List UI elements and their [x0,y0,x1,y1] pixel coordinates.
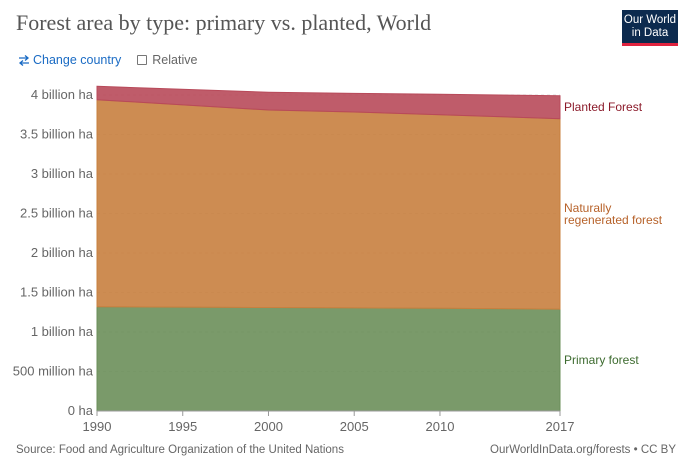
axes: 0 ha 500 million ha 1 billion ha 1.5 billio… [13,87,575,434]
x-tick-label: 2017 [546,419,575,434]
logo-line-1: Our World [623,14,677,26]
series-label: Primary forest [564,353,639,367]
chart-controls: Change country Relative [18,53,197,67]
y-tick-label: 1.5 billion ha [20,285,94,300]
area-series [96,85,561,412]
x-tick-label: 2005 [340,419,369,434]
chart-title: Forest area by type: primary vs. planted… [16,10,432,35]
area-primary-forest[interactable] [96,306,561,412]
series-label: Naturally regenerated forest [564,201,663,227]
y-tick-label: 1 billion ha [31,324,94,339]
source-note: Source: Food and Agriculture Organizatio… [16,444,344,456]
relative-checkbox[interactable] [137,55,148,65]
x-tick-label: 2010 [426,419,455,434]
relative-toggle[interactable]: Relative [137,53,197,67]
change-country-button[interactable]: Change country [18,53,121,67]
series-label: Planted Forest [564,100,643,114]
owid-logo[interactable]: Our World in Data [622,10,678,46]
y-tick-label: 500 million ha [13,364,94,379]
series-labels: Primary forest Naturally regenerated fores… [564,100,663,367]
relative-label: Relative [152,53,198,67]
x-tick-label: 2000 [254,419,283,434]
y-tick-label: 2 billion ha [31,245,94,260]
y-tick-label: 4 billion ha [31,87,94,102]
y-tick-label: 3.5 billion ha [20,127,94,142]
logo-line-2: in Data [631,27,669,39]
credit-link[interactable]: OurWorldInData.org/forests • CC BY [490,444,676,456]
y-tick-label: 2.5 billion ha [20,206,94,221]
x-tick-label: 1990 [83,419,112,434]
area-planted-forest[interactable] [96,85,561,120]
stacked-area-chart: 0 ha 500 million ha 1 billion ha 1.5 billio… [13,85,663,434]
y-tick-label: 3 billion ha [31,166,94,181]
swap-arrows-icon [18,54,30,66]
change-country-label: Change country [33,53,122,67]
area-naturally-regenerated-forest[interactable] [96,99,561,310]
y-tick-label: 0 ha [68,403,94,418]
x-tick-label: 1995 [168,419,197,434]
